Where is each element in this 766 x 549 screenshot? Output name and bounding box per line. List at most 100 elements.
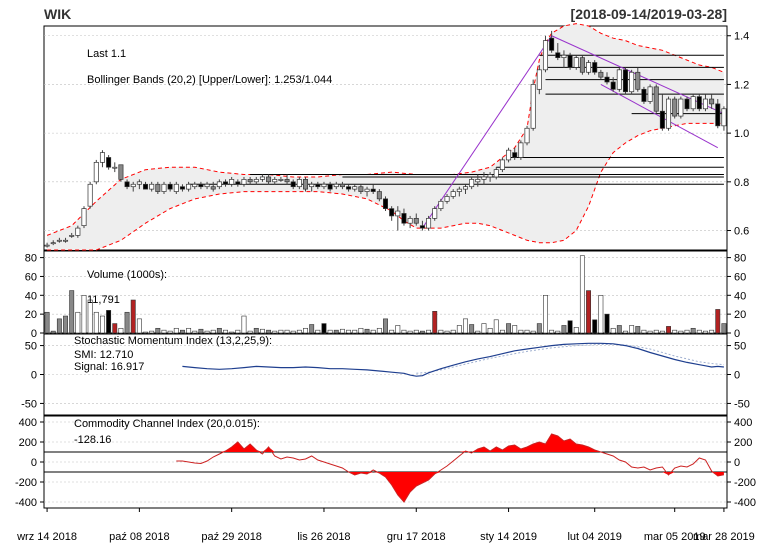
y-tick-label: -400 xyxy=(734,497,756,509)
volume-bar xyxy=(210,329,216,334)
candle-body xyxy=(598,71,604,78)
volume-bar xyxy=(63,315,68,334)
volume-value: 11,791 xyxy=(87,294,120,306)
volume-bar xyxy=(641,329,647,334)
candle-body xyxy=(204,183,210,188)
y-tick-label: 50 xyxy=(734,341,746,353)
candle-body xyxy=(426,217,432,229)
chart-layer: 0.60.81.01.21.4020406080-50050-400-20002… xyxy=(15,23,756,543)
candle-body xyxy=(186,183,192,190)
y-tick-label: 200 xyxy=(19,437,37,449)
volume-bar xyxy=(715,309,721,334)
candle-body xyxy=(536,69,542,90)
cci-line xyxy=(176,433,724,503)
volume-bar xyxy=(493,319,499,334)
y-tick-label: -50 xyxy=(734,398,750,410)
volume-bar xyxy=(395,325,401,334)
candle-body xyxy=(167,183,173,190)
candle-body xyxy=(690,96,696,110)
volume-bar xyxy=(370,329,376,334)
candle-body xyxy=(130,183,136,188)
y-tick-label: 200 xyxy=(734,437,752,449)
candle-body xyxy=(93,161,99,183)
smi-legend-smi: SMI: 12.710 xyxy=(74,349,133,361)
candle-body xyxy=(487,174,493,178)
candle-body xyxy=(50,242,56,245)
volume-bar xyxy=(130,299,136,334)
volume-bar xyxy=(506,323,512,334)
candle-body xyxy=(604,76,610,83)
volume-bar xyxy=(315,329,321,334)
candle-body xyxy=(610,81,616,90)
candle-body xyxy=(321,183,327,188)
volume-title: Volume (1000s): xyxy=(87,269,167,281)
volume-bar xyxy=(87,299,93,334)
y-tick-label: 400 xyxy=(734,417,752,429)
candle-body xyxy=(659,110,665,129)
volume-bar xyxy=(426,329,432,334)
y-tick-label: 0 xyxy=(734,370,740,382)
candle-body xyxy=(555,52,561,59)
candle-body xyxy=(456,188,462,192)
volume-bar xyxy=(100,315,105,334)
candle-body xyxy=(223,181,229,185)
volume-bar xyxy=(143,331,148,334)
volume-bar xyxy=(247,330,253,334)
candle-body xyxy=(647,86,653,102)
volume-bar xyxy=(610,327,616,334)
volume-bar xyxy=(555,330,561,334)
volume-bar xyxy=(444,330,450,334)
volume-bar xyxy=(303,327,308,334)
candle-body xyxy=(419,225,425,229)
price-legend-last: Last 1.1 xyxy=(87,48,126,60)
y-tick-label: 80 xyxy=(25,253,37,265)
y-tick-label: 50 xyxy=(25,341,37,353)
candle-body xyxy=(216,181,222,188)
x-tick-label: mar 28 2019 xyxy=(693,531,755,543)
candle-body xyxy=(444,196,450,202)
volume-bar xyxy=(721,323,727,334)
candle-body xyxy=(198,183,204,188)
candle-body xyxy=(573,57,579,68)
candle-body xyxy=(499,159,505,171)
volume-bar xyxy=(259,328,265,334)
volume-bar xyxy=(567,320,573,334)
y-tick-label: -200 xyxy=(15,477,37,489)
candle-body xyxy=(586,62,592,73)
volume-bar xyxy=(50,330,56,334)
smi-legend-signal: Signal: 16.917 xyxy=(74,361,144,373)
candle-body xyxy=(149,183,155,190)
y-tick-label: 60 xyxy=(734,271,746,283)
candle-body xyxy=(290,181,296,188)
x-tick-label: sty 14 2019 xyxy=(480,531,537,543)
volume-bar xyxy=(161,329,167,334)
candle-body xyxy=(382,198,389,209)
y-tick-label: 0 xyxy=(31,457,37,469)
candle-body xyxy=(143,183,149,190)
volume-bar xyxy=(456,325,462,334)
volume-bar xyxy=(469,324,475,334)
volume-bar xyxy=(56,318,62,334)
volume-bar xyxy=(666,326,671,334)
volume-bar xyxy=(376,327,382,334)
candle-body xyxy=(512,152,518,158)
candle-body xyxy=(518,142,524,158)
volume-bar xyxy=(309,324,315,334)
volume-bar xyxy=(690,327,696,334)
y-tick-label: 1.2 xyxy=(734,79,749,91)
volume-bar xyxy=(241,315,247,334)
candle-body xyxy=(635,71,641,90)
volume-bar xyxy=(616,325,622,334)
candle-body xyxy=(247,179,253,183)
volume-bar xyxy=(598,294,604,334)
candle-body xyxy=(333,183,339,188)
candle-body xyxy=(235,181,241,185)
volume-bar xyxy=(155,327,161,334)
cci-overbought-fill xyxy=(176,434,724,452)
candle-body xyxy=(327,183,333,190)
volume-bar xyxy=(223,329,228,334)
y-tick-label: -400 xyxy=(15,497,37,509)
x-tick-label: paź 29 2018 xyxy=(201,531,262,543)
candle-body xyxy=(99,152,105,163)
